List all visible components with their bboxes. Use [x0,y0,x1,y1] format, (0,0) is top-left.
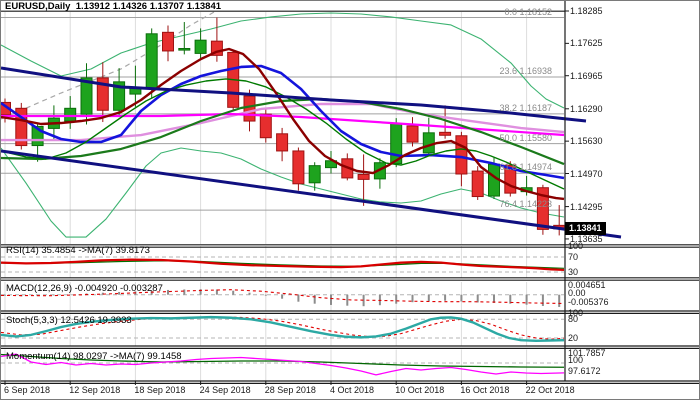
candle-down [536,187,549,230]
macd-axis-label: 0.00 [568,287,586,298]
price-axis-label: 1.16290 [570,103,603,114]
momentum-axis-label: 97.6172 [568,366,601,376]
rsi-axis-label: 30 [568,267,579,277]
candle-up [113,81,126,111]
price-axis-label: 1.15630 [570,136,603,147]
stoch-axis-label: 20 [568,333,579,343]
candle-down [243,95,256,122]
fib-level-label: 61.8 1.14974 [499,162,552,173]
candle-down [259,113,272,139]
bollinger-upper [1,12,565,109]
date-axis-label: 16 Oct 2018 [460,385,510,395]
momentum-ma-line [1,353,565,368]
candle-down [210,40,223,56]
ma-dark-red [1,47,565,201]
candle-down [357,173,370,180]
fib-level-label: 50.0 1.15580 [499,132,552,143]
ma-green-fast [1,78,565,190]
current-price-badge: 1.13841 [565,222,606,235]
candle-up [145,33,158,89]
stoch-line [1,315,565,343]
rsi-indicator-label: RSI(14) 35.4854 ->MA(7) 39.8173 [6,245,150,256]
axis-margin [566,1,699,399]
date-axis-label: 28 Sep 2018 [264,385,316,395]
price-axis-label: 1.18285 [570,6,603,16]
price-axis-label: 1.14295 [570,201,603,212]
momentum-axis-label: 100 [568,354,584,365]
candle-up [178,48,191,51]
rsi-line [1,258,565,272]
candle-up [64,107,77,122]
chart-title: EURUSD,Daily 1.13912 1.14326 1.13707 1.1… [5,2,221,12]
chart-ohlc-values: 1.13912 1.14326 1.13707 1.13841 [75,1,222,12]
price-axis-label: 1.16965 [570,70,603,81]
stoch-axis-label: 80 [568,314,579,325]
date-axis-label: 24 Sep 2018 [199,385,251,395]
price-axis-label: 1.17625 [570,38,603,49]
rsi-axis-label: 100 [568,240,584,251]
date-axis-label: 10 Oct 2018 [395,385,445,395]
macd-axis-label: -0.005376 [568,296,609,307]
price-axis-label: 1.13635 [570,233,603,244]
momentum-indicator-label: Momentum(14) 98.0297 ->MA(7) 99.1458 [6,351,182,362]
momentum-axis-label: 101.7857 [568,348,606,358]
macd-axis-label: 0.004651 [568,280,606,290]
date-axis-label: 12 Sep 2018 [69,385,121,395]
candle-up [80,77,93,115]
date-axis-label: 22 Oct 2018 [525,385,575,395]
candle-down [406,125,419,143]
candle-up [194,39,207,54]
stoch-axis-label: 100 [568,308,584,319]
ma-blue [1,64,565,180]
ma-plum [1,102,565,142]
rsi-axis-label: 70 [568,252,579,262]
candle-down [162,31,174,52]
macd-indicator-label: MACD(12,26,9) -0.004920 -0.003287 [6,283,163,294]
macd-signal-line [1,289,565,304]
fib-level-label: 76.4 1.14223 [499,199,552,210]
fib-level-label: 0.0 1.18152 [504,6,552,17]
fib-level-label: 23.6 1.16938 [499,66,552,77]
dashed-trendline [1,10,217,120]
momentum-line [1,353,565,376]
stoch-indicator-label: Stoch(5,3,3) 12.5426 19.3933 [6,315,132,326]
candle-down [439,131,452,136]
candle-down [471,170,484,198]
fib-level-label: 38.2 1.16187 [499,102,552,113]
lower-channel-trendline [1,149,622,239]
candle-up [31,125,44,147]
candle-up [308,165,321,184]
candle-down [15,107,28,147]
candle-down [276,133,289,152]
chart-symbol-period: EURUSD,Daily [5,1,71,12]
candle-down [96,77,109,111]
candle-down [292,150,305,185]
bollinger-lower [1,147,565,238]
price-axis-label: 1.14970 [570,168,603,179]
candle-down [455,135,468,175]
candle-down [504,164,517,194]
date-axis-label: 6 Sep 2018 [4,385,51,395]
upper-channel-trendline [1,66,587,123]
date-axis-label: 4 Oct 2018 [330,385,375,395]
date-axis-label: 18 Sep 2018 [134,385,186,395]
